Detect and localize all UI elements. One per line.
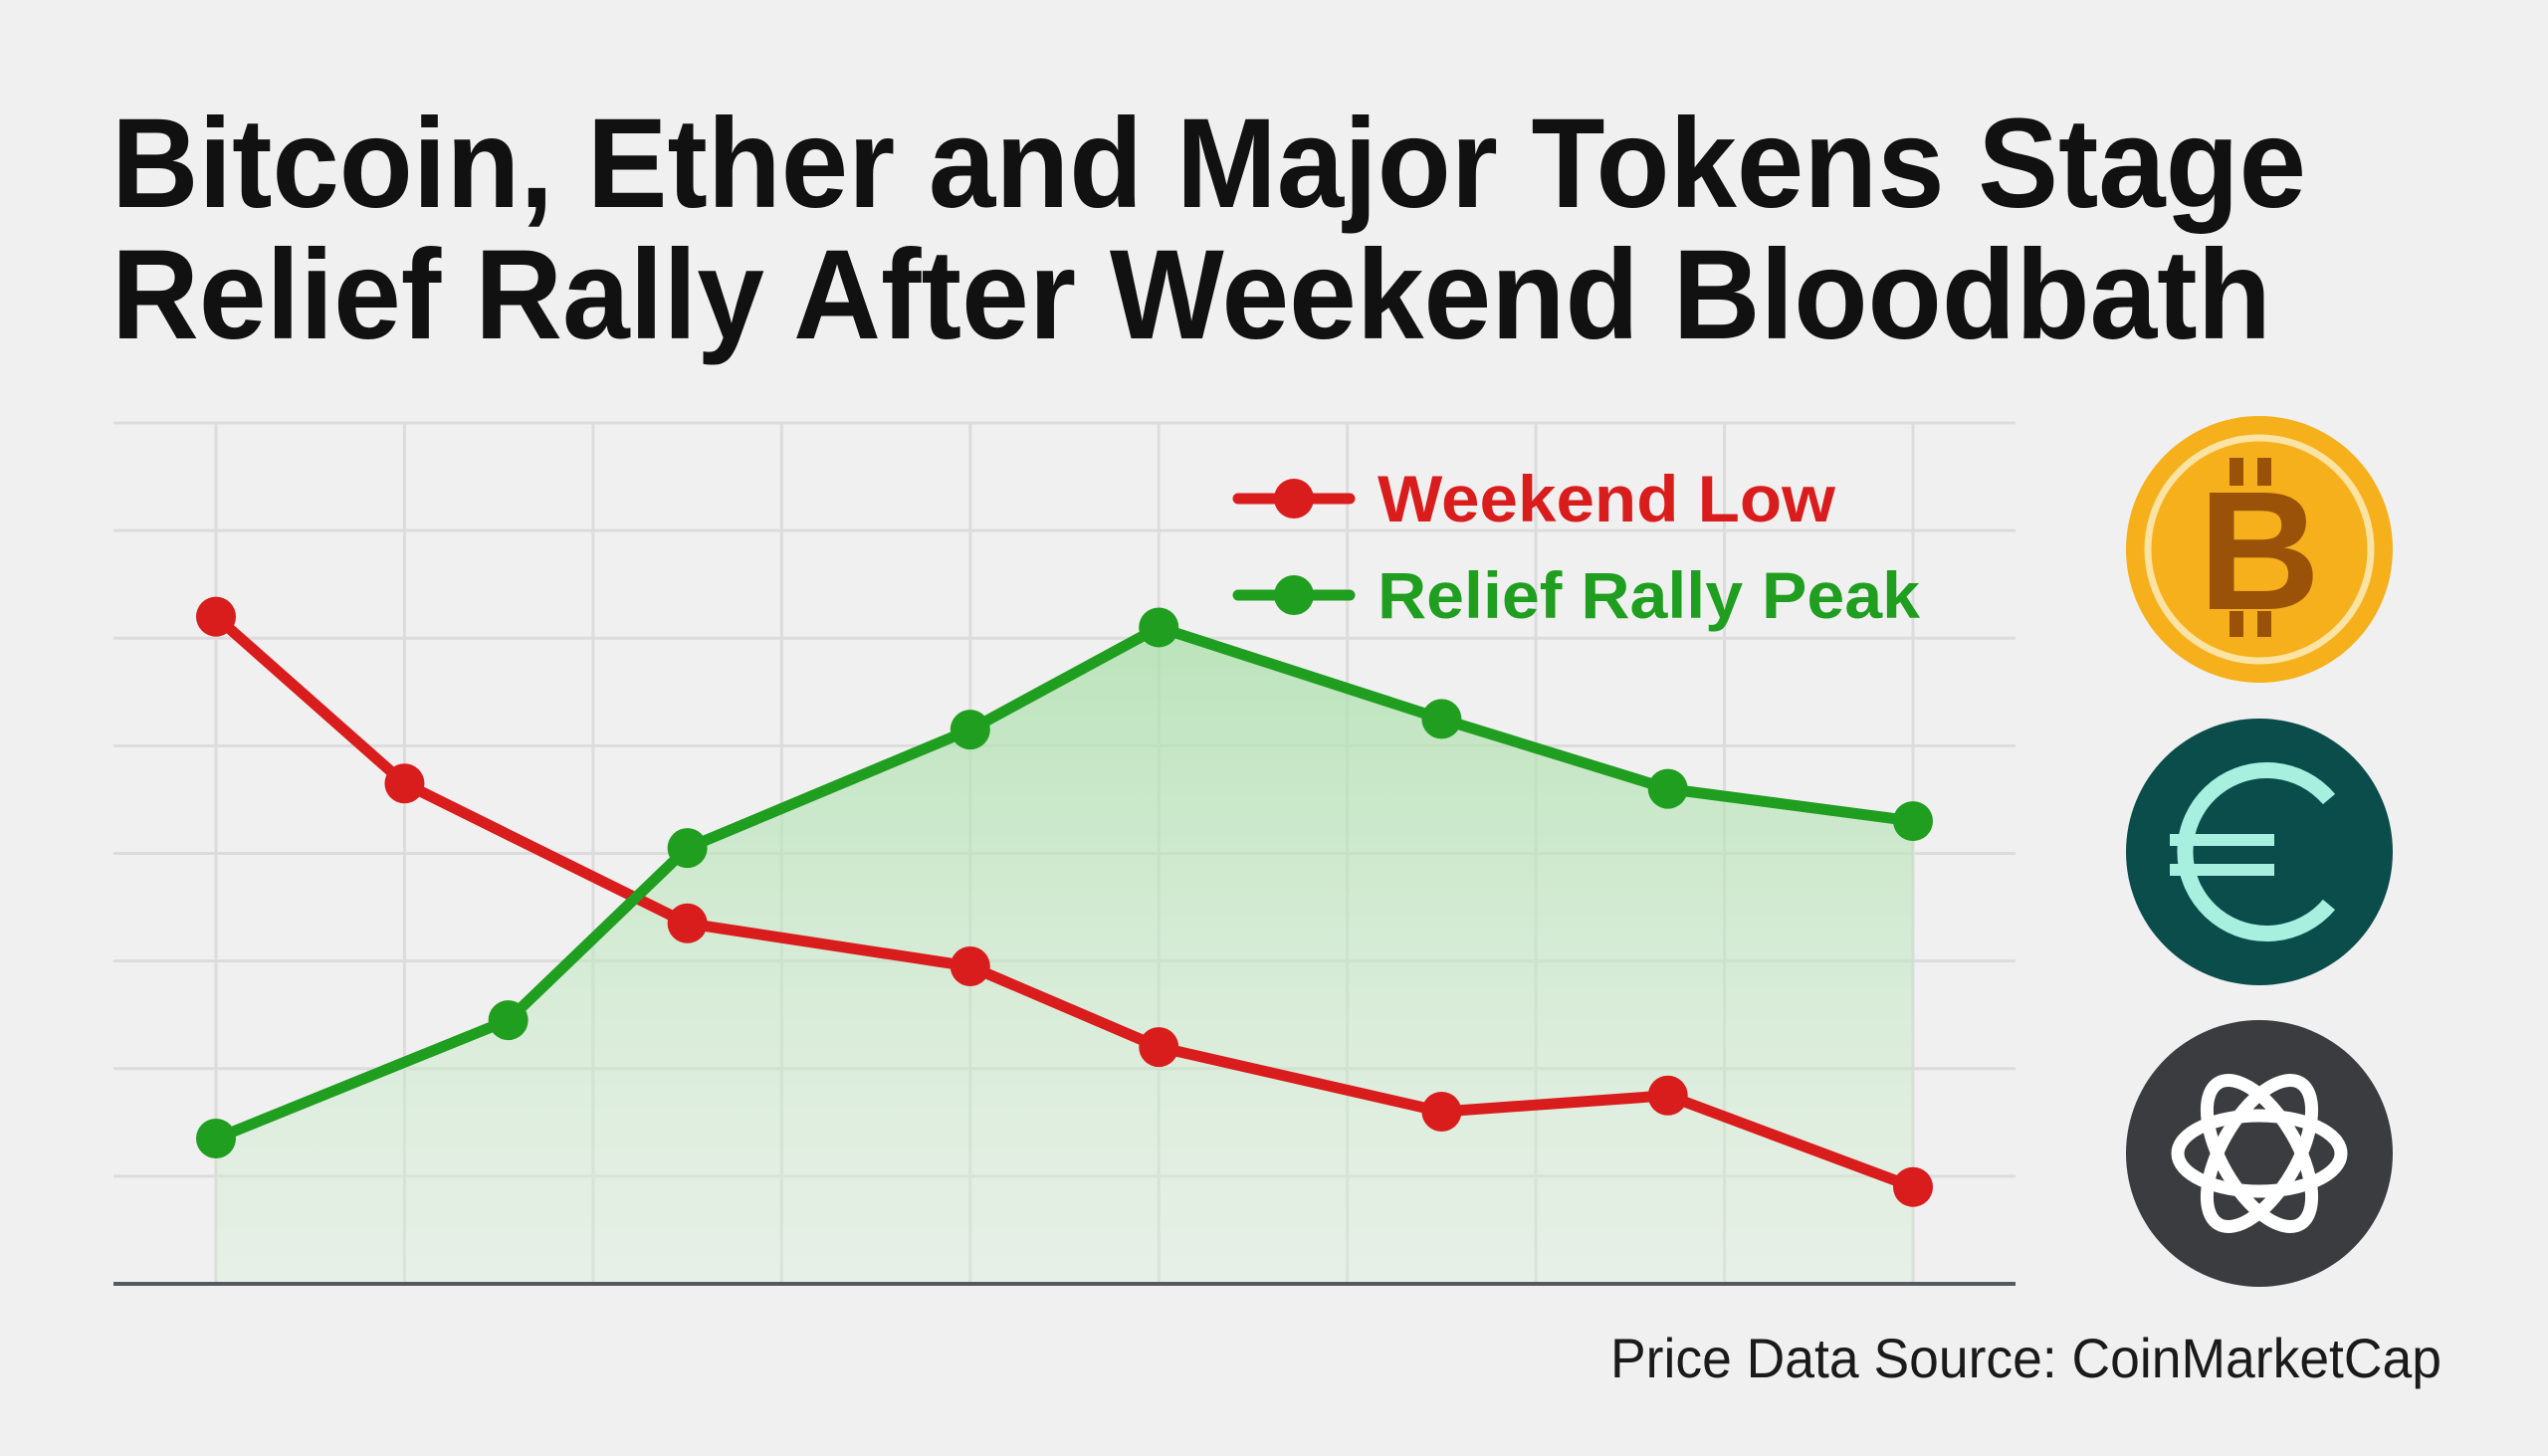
legend: Weekend Low Relief Rally Peak xyxy=(1232,462,1920,632)
data-point xyxy=(384,763,425,804)
bitcoin-icon: B xyxy=(2126,416,2393,683)
series-line-weekend-low xyxy=(210,611,1919,1193)
area-fill xyxy=(216,627,1913,1284)
data-point xyxy=(667,903,708,943)
data-point xyxy=(1893,801,1933,842)
data-point xyxy=(667,828,708,869)
data-point xyxy=(1893,1166,1933,1207)
data-point xyxy=(1139,607,1179,648)
data-point xyxy=(196,1119,236,1159)
legend-item-weekend-low: Weekend Low xyxy=(1232,462,1836,535)
legend-swatch-dot xyxy=(1274,575,1314,615)
series-line-relief-rally-peak xyxy=(210,621,1919,1144)
area-fill-1 xyxy=(216,627,1913,1284)
data-point xyxy=(1647,768,1688,809)
data-point xyxy=(488,1000,529,1041)
data-point xyxy=(1647,1075,1688,1116)
title-line-2: Relief Rally After Weekend Bloodbath xyxy=(111,224,2271,366)
data-point xyxy=(950,710,990,750)
legend-label: Weekend Low xyxy=(1378,462,1836,535)
legend-swatch-dot xyxy=(1274,479,1314,519)
title-line-1: Bitcoin, Ether and Major Tokens Stage xyxy=(111,93,2306,235)
series-lines xyxy=(196,596,1933,1207)
euro-icon xyxy=(2126,719,2393,985)
openai-icon xyxy=(2126,1020,2393,1287)
data-point xyxy=(1421,1092,1462,1132)
legend-label: Relief Rally Peak xyxy=(1378,558,1920,632)
legend-item-relief-rally-peak: Relief Rally Peak xyxy=(1232,558,1920,632)
source-note: Price Data Source: CoinMarketCap xyxy=(1610,1327,2442,1389)
data-point xyxy=(1139,1027,1179,1068)
data-point xyxy=(950,946,990,987)
data-point xyxy=(196,596,236,637)
data-point xyxy=(1421,699,1462,739)
